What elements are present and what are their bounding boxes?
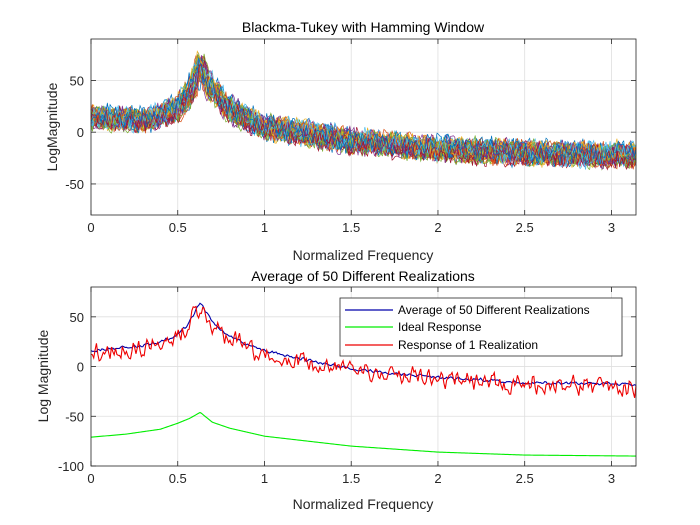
single-realization-line xyxy=(90,305,637,398)
plot-1-ylabel: LogMagnitude xyxy=(44,82,60,171)
plot-1-lines xyxy=(90,50,637,171)
legend-label-single: Response of 1 Realization xyxy=(398,338,538,352)
plot-1-grid xyxy=(90,39,636,215)
x-tick-label: 1 xyxy=(261,471,268,486)
ideal-response-line xyxy=(90,411,637,457)
y-tick-label: -50 xyxy=(65,177,84,192)
legend: Average of 50 Different Realizations Ide… xyxy=(339,297,623,357)
y-tick-label: -50 xyxy=(65,409,84,424)
plot-1-xlabel: Normalized Frequency xyxy=(293,247,434,263)
y-tick-label: 0 xyxy=(77,360,84,375)
y-tick-label: 50 xyxy=(70,310,84,325)
x-tick-label: 2 xyxy=(434,471,441,486)
plot-1: 0 0.5 1 1.5 2 2.5 3 -50 0 50 Blackma-Tukey with H… xyxy=(44,19,637,263)
realization-line xyxy=(90,57,637,166)
x-tick-label: 1.5 xyxy=(342,471,360,486)
plot-2-ylabel: Log Magnitude xyxy=(35,329,51,422)
plot-2-xlabel: Normalized Frequency xyxy=(293,496,434,512)
x-tick-label: 0.5 xyxy=(169,220,187,235)
plot-2-title: Average of 50 Different Realizations xyxy=(251,268,475,284)
realization-line xyxy=(90,54,637,164)
plot-1-box xyxy=(90,38,637,216)
legend-label-average: Average of 50 Different Realizations xyxy=(398,303,590,317)
plot-2-lines xyxy=(90,302,637,457)
x-tick-label: 0 xyxy=(87,471,94,486)
legend-label-ideal: Ideal Response xyxy=(398,320,482,334)
plot-2-ticks: 0 0.5 1 1.5 2 2.5 3 -100 -50 0 50 xyxy=(58,287,636,486)
plot-2: 0 0.5 1 1.5 2 2.5 3 -100 -50 0 50 Average of 50 Di… xyxy=(35,268,637,512)
x-tick-label: 2.5 xyxy=(516,471,534,486)
y-tick-label: -100 xyxy=(58,459,84,474)
x-tick-label: 0 xyxy=(87,220,94,235)
x-tick-label: 3 xyxy=(608,471,615,486)
y-tick-label: 0 xyxy=(77,125,84,140)
x-tick-label: 2.5 xyxy=(516,220,534,235)
x-tick-label: 3 xyxy=(608,220,615,235)
x-tick-label: 1.5 xyxy=(342,220,360,235)
plot-1-area xyxy=(91,39,636,215)
x-tick-label: 2 xyxy=(434,220,441,235)
x-tick-label: 0.5 xyxy=(169,471,187,486)
plot-1-ticks: 0 0.5 1 1.5 2 2.5 3 -50 0 50 xyxy=(65,39,636,235)
plot-2-box xyxy=(90,286,637,467)
x-tick-label: 1 xyxy=(261,220,268,235)
plot-1-title: Blackma-Tukey with Hamming Window xyxy=(242,19,485,35)
y-tick-label: 50 xyxy=(70,73,84,88)
